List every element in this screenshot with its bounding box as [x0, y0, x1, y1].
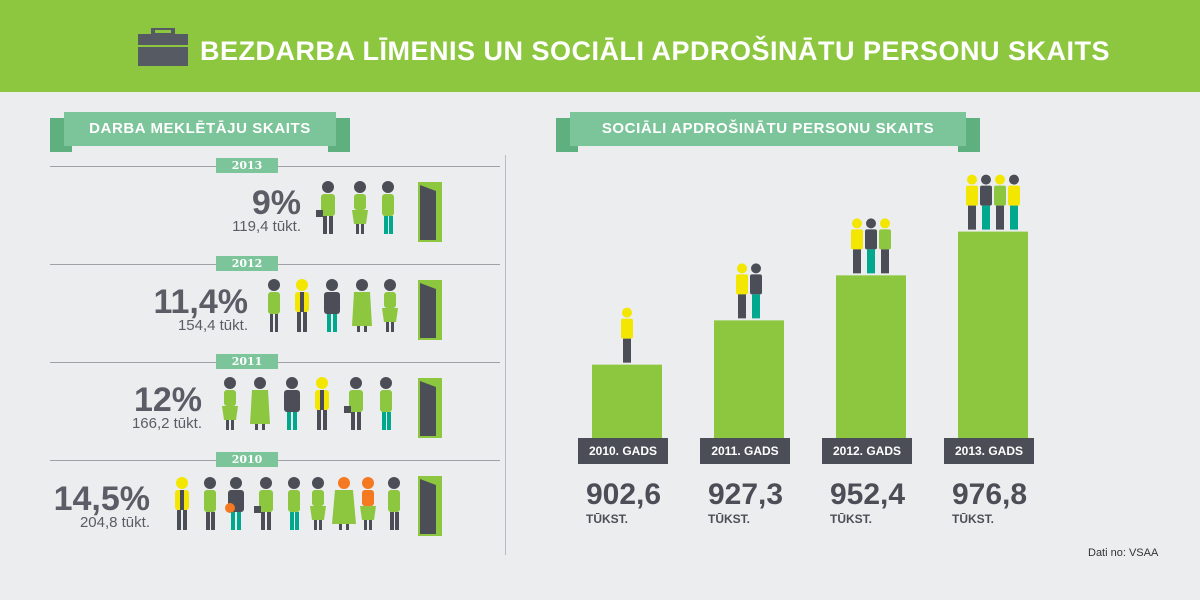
unemployment-count: 204,8 tūkt.	[79, 514, 150, 531]
bar-year-label: 2010. GADS	[578, 438, 668, 464]
person-icon	[360, 477, 376, 530]
bar-year-label: 2012. GADS	[822, 438, 912, 464]
person-icon	[380, 377, 392, 430]
person-icon	[225, 477, 244, 530]
bar-3	[836, 275, 906, 450]
person-icon	[750, 263, 762, 319]
person-icon	[344, 377, 363, 430]
person-icon	[865, 218, 877, 274]
bar-value-label: 952,4	[830, 478, 906, 511]
right-panel-title: SOCIĀLI APDROŠINĀTU PERSONU SKAITS	[556, 112, 980, 152]
bar-unit-label: TŪKST.	[830, 512, 872, 526]
source-note: Dati no: VSAA	[1088, 547, 1159, 559]
person-icon	[851, 218, 863, 274]
person-icon	[388, 477, 400, 530]
door-icon	[418, 378, 442, 438]
person-icon	[621, 307, 633, 363]
person-icon	[994, 174, 1006, 230]
person-icon	[222, 377, 238, 430]
bar-1	[592, 364, 662, 450]
panel-divider	[505, 155, 506, 555]
unemployment-count: 166,2 tūkt.	[131, 415, 202, 432]
page-title: BEZDARBA LĪMENIS UN SOCIĀLI APDROŠINĀTU …	[200, 36, 1111, 66]
person-icon	[268, 279, 280, 332]
person-icon	[310, 477, 326, 530]
people-icon-group	[268, 279, 398, 332]
person-icon	[966, 174, 978, 230]
insured-persons-chart	[592, 174, 1028, 450]
year-tag: 2010	[216, 452, 278, 467]
bar-value-label: 976,8	[952, 478, 1028, 511]
briefcase-icon	[138, 28, 188, 66]
unemployment-count: 154,4 tūkt.	[177, 317, 248, 334]
bar-4	[958, 231, 1028, 450]
door-icon	[418, 182, 442, 242]
person-icon	[284, 377, 300, 430]
bar-2	[714, 320, 784, 450]
year-tag: 2013	[216, 158, 278, 173]
door-icon	[418, 476, 442, 536]
person-icon	[175, 477, 189, 530]
unemployment-percent: 14,5%	[53, 480, 150, 518]
bar-unit-label: TŪKST.	[586, 512, 628, 526]
person-icon	[352, 279, 372, 332]
bar-unit-label: TŪKST.	[708, 512, 750, 526]
person-icon	[332, 477, 356, 530]
person-icon	[736, 263, 748, 319]
year-tag: 2012	[216, 256, 278, 271]
people-icon-group	[222, 377, 392, 430]
bar-value-label: 927,3	[708, 478, 784, 511]
person-icon	[315, 377, 329, 430]
person-icon	[204, 477, 216, 530]
bar-unit-label: TŪKST.	[952, 512, 994, 526]
person-icon	[250, 377, 270, 430]
bar-year-label: 2011. GADS	[700, 438, 790, 464]
person-icon	[324, 279, 340, 332]
person-icon	[382, 279, 398, 332]
bar-value-label: 902,6	[586, 478, 662, 511]
unemployment-percent: 12%	[133, 381, 202, 419]
people-icon-group	[316, 181, 394, 234]
year-tag: 2011	[216, 354, 278, 369]
person-icon	[1008, 174, 1020, 230]
person-icon	[382, 181, 394, 234]
person-icon	[980, 174, 992, 230]
unemployment-percent: 9%	[251, 184, 301, 222]
bar-year-label: 2013. GADS	[944, 438, 1034, 464]
person-icon	[254, 477, 273, 530]
left-panel-title: DARBA MEKLĒTĀJU SKAITS	[50, 112, 350, 152]
person-icon	[288, 477, 300, 530]
person-icon	[295, 279, 309, 332]
header-bar: BEZDARBA LĪMENIS UN SOCIĀLI APDROŠINĀTU …	[0, 0, 1200, 92]
unemployment-count: 119,4 tūkt.	[232, 218, 301, 235]
door-icon	[418, 280, 442, 340]
person-icon	[316, 181, 335, 234]
person-icon	[352, 181, 368, 234]
people-icon-group	[175, 477, 400, 530]
person-icon	[879, 218, 891, 274]
unemployment-percent: 11,4%	[153, 283, 248, 321]
